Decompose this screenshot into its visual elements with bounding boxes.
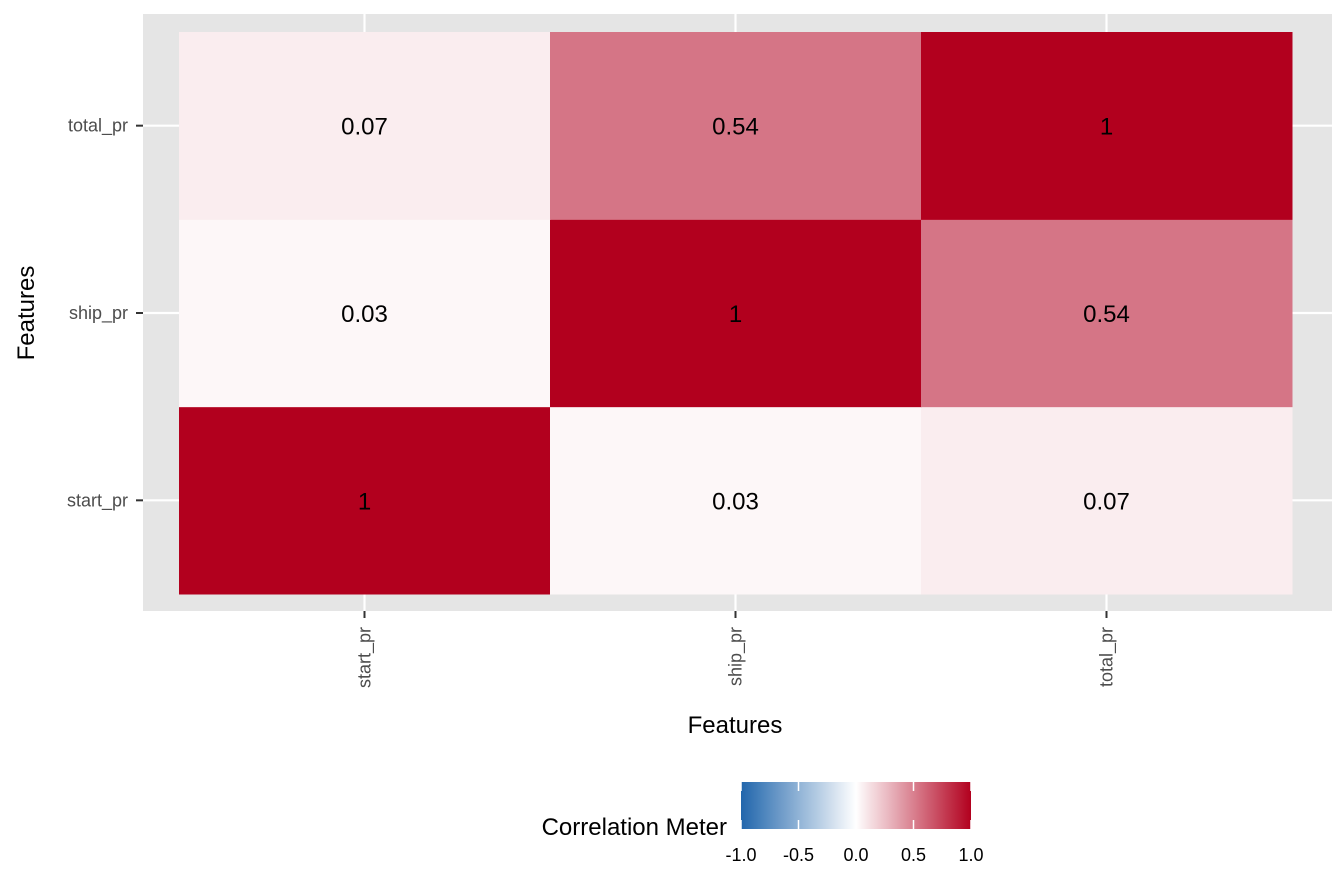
heatmap-cell	[550, 219, 922, 408]
heatmap-cells	[179, 32, 1293, 595]
y-axis-title: Features	[13, 266, 40, 361]
legend-tick-label: -1.0	[725, 845, 756, 865]
legend-tick-label: 0.5	[901, 845, 926, 865]
heatmap-cell	[179, 32, 551, 220]
legend-ticks: -1.0 -0.5 0.0 0.5 1.0	[725, 782, 984, 865]
color-legend: Correlation Meter -1.0 -0.5 0.0 0.5 1.0	[542, 782, 984, 865]
legend-tick-label: 0.0	[843, 845, 868, 865]
cell-value-label: 1	[729, 301, 742, 328]
x-tick-label: ship_pr	[726, 627, 747, 686]
heatmap-cell	[550, 32, 922, 220]
legend-title: Correlation Meter	[542, 814, 727, 841]
cell-value-label: 0.07	[341, 114, 388, 141]
y-tick-label: start_pr	[67, 490, 128, 511]
heatmap-cell	[921, 406, 1293, 595]
x-tick-label: start_pr	[355, 627, 376, 688]
cell-value-label: 1	[1100, 114, 1113, 141]
y-tick-label: ship_pr	[69, 303, 128, 324]
heatmap-cell	[921, 32, 1293, 220]
y-tick-label: total_pr	[68, 116, 128, 137]
legend-tick-label: 1.0	[958, 845, 983, 865]
cell-value-label: 0.03	[341, 301, 388, 328]
heatmap-cell	[179, 406, 551, 595]
cell-value-label: 0.07	[1083, 488, 1130, 515]
cell-value-label: 0.54	[1083, 301, 1130, 328]
heatmap-cell	[921, 219, 1293, 408]
y-axis: start_pr ship_pr total_pr	[67, 116, 143, 511]
cell-value-label: 1	[358, 488, 371, 515]
cell-value-label: 0.03	[712, 488, 759, 515]
x-axis: start_pr ship_pr total_pr	[355, 611, 1118, 688]
heatmap-cell	[550, 406, 922, 595]
x-tick-label: total_pr	[1097, 627, 1118, 687]
legend-tick-label: -0.5	[783, 845, 814, 865]
cell-value-label: 0.54	[712, 114, 759, 141]
heatmap-cell-labels: 1 0.03 0.07 0.03 1 0.54 0.07 0.54 1	[341, 114, 1130, 516]
heatmap-cell	[179, 219, 551, 408]
x-axis-title: Features	[688, 712, 783, 739]
